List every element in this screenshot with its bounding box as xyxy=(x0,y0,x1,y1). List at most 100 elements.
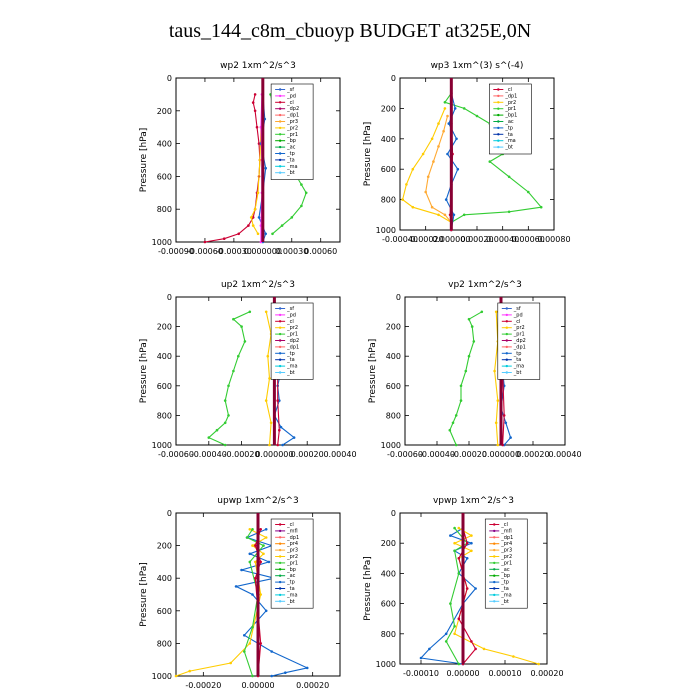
legend-marker xyxy=(493,561,496,565)
legend-entry: _ma xyxy=(286,592,297,598)
series-point-tp xyxy=(264,232,268,236)
legend-marker xyxy=(497,120,500,123)
series-point-pr2 xyxy=(229,661,232,665)
series-point-cl xyxy=(465,541,469,545)
legend-marker xyxy=(505,326,508,329)
series-point-pr1 xyxy=(262,544,265,547)
legend-box xyxy=(270,83,314,180)
y-tick-label: 200 xyxy=(381,104,396,113)
legend-entry: _bt xyxy=(500,599,509,605)
series-point-tp xyxy=(444,198,448,201)
series-point-pr1 xyxy=(507,175,511,179)
series-point-pr2 xyxy=(470,549,473,553)
legend-marker xyxy=(505,339,508,342)
legend-marker xyxy=(278,139,282,142)
series-point-pr1 xyxy=(243,340,247,343)
series-point-cl xyxy=(259,528,263,531)
series-point-pr1 xyxy=(237,354,240,358)
series-point-pr1 xyxy=(467,354,471,358)
x-tick-label: -0.00040 xyxy=(382,235,418,244)
legend-entry: _pr1 xyxy=(286,332,298,338)
legend-marker xyxy=(278,171,282,174)
series-point-pr2 xyxy=(253,207,257,211)
legend-entry: _mfl xyxy=(286,528,298,534)
legend-marker xyxy=(493,574,496,577)
series-point-tp xyxy=(251,593,254,596)
legend-entry: _bp xyxy=(500,573,510,579)
legend-marker xyxy=(278,332,282,336)
legend-marker xyxy=(505,371,508,374)
legend-entry: _tp xyxy=(286,151,295,157)
legend-marker xyxy=(497,94,500,98)
legend-marker xyxy=(278,345,282,349)
chart-title: upwp 1xm^2/s^3 xyxy=(217,496,298,506)
legend-entry: _pr2 xyxy=(286,125,298,131)
legend-marker xyxy=(278,126,282,130)
series-point-pr1 xyxy=(248,310,252,314)
legend-entry: _bt xyxy=(513,370,522,376)
series-point-cl xyxy=(276,443,280,447)
legend-marker xyxy=(493,580,496,584)
series-point-pr1 xyxy=(251,625,254,629)
series-point-pr1 xyxy=(449,602,452,605)
series-point-pr1 xyxy=(472,340,476,343)
y-tick-label: 0 xyxy=(391,509,396,518)
series-point-tp xyxy=(455,137,458,141)
legend-entry: _pd xyxy=(286,93,296,99)
series-point-pr1 xyxy=(475,114,479,118)
legend-entry: _ac xyxy=(286,573,296,579)
y-tick-label: 400 xyxy=(157,140,172,149)
series-point-tp xyxy=(470,541,473,545)
x-tick-label: 0.00000 xyxy=(241,681,274,690)
series-point-pr2 xyxy=(512,655,515,658)
legend-entry: _bp xyxy=(286,567,296,573)
legend-entry: _ta xyxy=(513,357,522,363)
series-point-pr1 xyxy=(459,399,463,402)
series-point-pr1 xyxy=(457,572,461,575)
x-tick-label: 0.00000 xyxy=(446,669,479,678)
series-point-pr2 xyxy=(496,443,500,447)
legend-marker xyxy=(278,313,282,317)
legend-marker xyxy=(278,145,282,149)
legend-marker xyxy=(505,320,508,323)
legend-entry: _bt xyxy=(286,599,295,605)
series-point-cl xyxy=(259,642,263,645)
legend-marker xyxy=(493,548,496,552)
series-point-tp xyxy=(243,634,246,637)
series-point-pr1 xyxy=(443,101,447,104)
chart-title: vp2 1xm^2/s^3 xyxy=(448,280,522,290)
series-point-pr1 xyxy=(444,640,448,643)
legend-entry: _ac xyxy=(286,145,296,151)
series-point-pr1 xyxy=(215,428,219,432)
x-tick-label: -0.00020 xyxy=(408,235,444,244)
x-tick-label: -0.00020 xyxy=(185,681,221,690)
chart-panel-1: wp2 1xm^2/s^3 Pressure [hPa] 0 200 400 600 800… xyxy=(139,61,341,256)
legend-entry: _mfl xyxy=(500,528,512,534)
series-point-pr2 xyxy=(249,216,253,219)
chart-panel-3: up2 1xm^2/s^3 Pressure [hPa] 0 200 400 600 800… xyxy=(139,280,357,459)
series-point-pr1 xyxy=(223,421,227,425)
x-tick-label: 0.00080 xyxy=(537,235,570,244)
y-tick-label: 1000 xyxy=(152,672,172,681)
series-point-cl xyxy=(255,125,259,129)
legend-marker xyxy=(497,145,500,149)
series-line-tp xyxy=(419,527,477,665)
series-line-pr2 xyxy=(494,311,499,446)
legend-entry: _pr1 xyxy=(286,560,298,566)
series-point-pr1 xyxy=(459,384,463,388)
series-point-pr2 xyxy=(411,205,415,209)
legend-entry: _bp xyxy=(286,138,296,144)
x-tick-label: -0.00060 xyxy=(387,450,423,459)
series-point-tp xyxy=(465,557,469,560)
x-tick-label: 0.00040 xyxy=(548,450,581,459)
y-tick-label: 1000 xyxy=(376,660,396,669)
series-point-pr2 xyxy=(437,122,440,125)
y-tick-label: 400 xyxy=(157,352,172,361)
x-tick-label: -0.00060 xyxy=(187,247,223,256)
series-point-cl xyxy=(254,576,257,580)
series-point-pr2 xyxy=(254,560,257,564)
series-point-tp xyxy=(257,216,261,219)
legend-entry: _pr3 xyxy=(286,548,298,554)
series-point-pr1 xyxy=(232,317,235,321)
legend-entry: _tp xyxy=(513,351,522,357)
